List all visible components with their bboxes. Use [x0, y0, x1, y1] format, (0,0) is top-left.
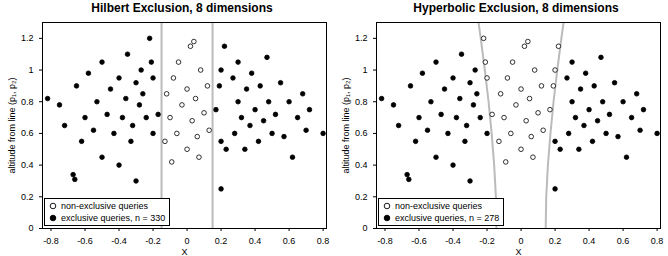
svg-text:0.6: 0.6	[617, 236, 630, 246]
svg-text:0.8: 0.8	[355, 97, 368, 107]
html-text:Hilbert Exclusion, 8 dimension: Hilbert Exclusion, 8 dimensions	[91, 1, 273, 15]
svg-text:0: 0	[185, 236, 190, 246]
svg-text:altitude from line (p₁, p₂): altitude from line (p₁, p₂)	[7, 77, 17, 173]
svg-text:1: 1	[28, 65, 33, 75]
svg-text:0: 0	[519, 236, 524, 246]
svg-text:altitude from line (p₁, p₂): altitude from line (p₁, p₂)	[341, 77, 351, 173]
svg-text:1.2: 1.2	[21, 33, 34, 43]
svg-text:0.6: 0.6	[21, 128, 34, 138]
svg-text:0.8: 0.8	[317, 236, 330, 246]
html-text:exclusive queries, n = 278: exclusive queries, n = 278	[395, 213, 500, 223]
svg-text:-0.4: -0.4	[111, 236, 127, 246]
svg-text:X: X	[515, 247, 521, 256]
svg-text:0.4: 0.4	[583, 236, 596, 246]
svg-text:0: 0	[362, 223, 367, 233]
html-text:exclusive queries, n = 330: exclusive queries, n = 330	[61, 213, 166, 223]
svg-text:0.6: 0.6	[355, 128, 368, 138]
svg-text:-0.2: -0.2	[145, 236, 161, 246]
svg-text:0.2: 0.2	[549, 236, 562, 246]
svg-text:0.2: 0.2	[21, 192, 34, 202]
svg-text:1.2: 1.2	[355, 33, 368, 43]
svg-text:1: 1	[362, 65, 367, 75]
svg-text:0.4: 0.4	[355, 160, 368, 170]
svg-text:0.2: 0.2	[355, 192, 368, 202]
svg-text:0.4: 0.4	[21, 160, 34, 170]
svg-text:-0.4: -0.4	[445, 236, 461, 246]
svg-text:-0.8: -0.8	[43, 236, 59, 246]
svg-text:X: X	[181, 247, 187, 256]
svg-text:-0.2: -0.2	[479, 236, 495, 246]
svg-text:0.4: 0.4	[249, 236, 262, 246]
svg-text:-0.6: -0.6	[411, 236, 427, 246]
svg-text:0.2: 0.2	[215, 236, 228, 246]
svg-text:-0.6: -0.6	[77, 236, 93, 246]
svg-text:0.6: 0.6	[283, 236, 296, 246]
html-text:non-exclusive queries: non-exclusive queries	[61, 201, 148, 211]
svg-text:0.8: 0.8	[651, 236, 664, 246]
svg-text:0.8: 0.8	[21, 97, 34, 107]
html-text:Hyperbolic Exclusion, 8 dimens: Hyperbolic Exclusion, 8 dimensions	[413, 1, 619, 15]
html-text:non-exclusive queries: non-exclusive queries	[395, 201, 482, 211]
svg-text:-0.8: -0.8	[377, 236, 393, 246]
svg-text:0: 0	[28, 223, 33, 233]
